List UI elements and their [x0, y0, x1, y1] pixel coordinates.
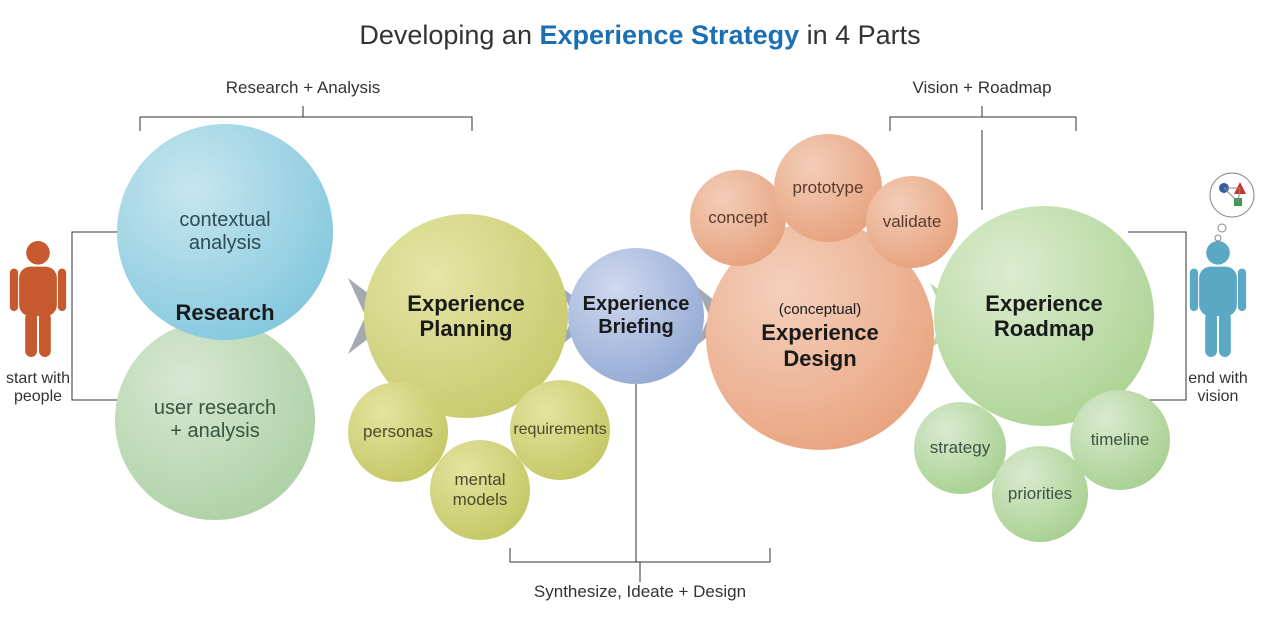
bubble-validate: validate	[866, 176, 958, 268]
bracket-bottom	[510, 548, 770, 562]
bubble-experience-briefing-label: ExperienceBriefing	[583, 293, 690, 339]
end-line1: end with	[1188, 370, 1248, 387]
end-line2: vision	[1198, 388, 1239, 405]
bubble-personas: personas	[348, 382, 448, 482]
person-start-icon	[10, 241, 66, 357]
bubble-validate-label: validate	[883, 212, 942, 232]
bubble-contextual-analysis-label: contextualanalysis	[179, 209, 270, 255]
bubble-priorities-label: priorities	[1008, 484, 1072, 504]
thought-bubble-icon	[1210, 173, 1254, 241]
end-with-vision-label: end with vision	[1158, 370, 1278, 406]
bubble-mental-models: mentalmodels	[430, 440, 530, 540]
bubble-experience-design-label: ExperienceDesign	[761, 320, 878, 371]
start-line1: start with	[6, 370, 70, 387]
bubble-personas-label: personas	[363, 422, 433, 442]
start-with-people-label: start with people	[0, 370, 98, 406]
bubble-timeline: timeline	[1070, 390, 1170, 490]
phase-label-vision-roadmap: Vision + Roadmap	[832, 78, 1132, 98]
bubble-mental-models-label: mentalmodels	[453, 470, 508, 509]
bubble-requirements-label: requirements	[513, 421, 606, 439]
bubble-concept-label: concept	[708, 208, 768, 228]
bubble-requirements: requirements	[510, 380, 610, 480]
phase-label-research-analysis: Research + Analysis	[153, 78, 453, 98]
bubble-experience-briefing: ExperienceBriefing	[568, 248, 704, 384]
bubble-experience-roadmap-label: ExperienceRoadmap	[985, 291, 1102, 342]
bubble-contextual-analysis-title: Research	[117, 300, 333, 325]
bubble-experience-planning-label: ExperiencePlanning	[407, 291, 524, 342]
bubble-experience-design-preline: (conceptual)	[779, 301, 862, 318]
bubble-contextual-analysis: contextualanalysis Research	[117, 124, 333, 340]
bubble-timeline-label: timeline	[1091, 430, 1150, 450]
bubble-user-research: user research+ analysis	[115, 320, 315, 520]
bubble-strategy: strategy	[914, 402, 1006, 494]
bubble-strategy-label: strategy	[930, 438, 990, 458]
diagram-stage: Developing an Experience Strategy in 4 P…	[0, 0, 1280, 623]
start-line2: people	[14, 388, 62, 405]
person-end-icon	[1190, 241, 1246, 357]
bracket-top-right	[890, 117, 1076, 131]
bubble-prototype-label: prototype	[793, 178, 864, 198]
phase-label-synthesize: Synthesize, Ideate + Design	[490, 582, 790, 602]
bubble-user-research-label: user research+ analysis	[154, 397, 276, 443]
bubble-concept: concept	[690, 170, 786, 266]
